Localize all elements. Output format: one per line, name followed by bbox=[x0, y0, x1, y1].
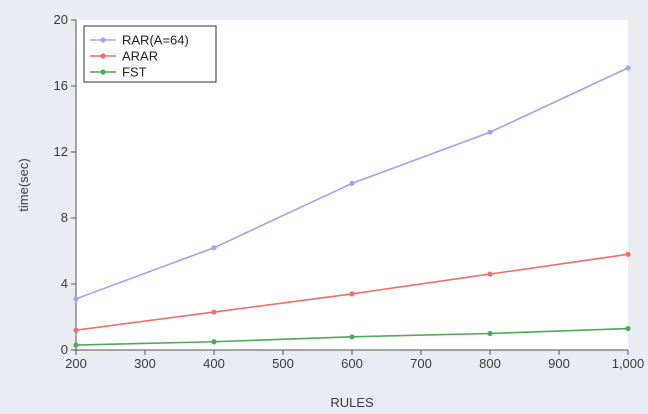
y-tick-label: 12 bbox=[54, 144, 68, 159]
data-point-rar-a-64 bbox=[349, 180, 355, 186]
legend-label-arar: ARAR bbox=[122, 49, 158, 64]
data-point-rar-a-64 bbox=[625, 65, 631, 71]
x-tick-label: 400 bbox=[203, 356, 225, 371]
y-tick-label: 20 bbox=[54, 12, 68, 27]
data-point-arar bbox=[211, 309, 217, 315]
data-point-rar-a-64 bbox=[211, 245, 217, 251]
y-tick-label: 4 bbox=[61, 276, 68, 291]
x-tick-label: 600 bbox=[341, 356, 363, 371]
x-tick-label: 500 bbox=[272, 356, 294, 371]
legend-marker-fst bbox=[100, 69, 106, 75]
y-tick-label: 0 bbox=[61, 342, 68, 357]
data-point-rar-a-64 bbox=[487, 129, 493, 135]
x-tick-label: 900 bbox=[548, 356, 570, 371]
data-point-arar bbox=[349, 291, 355, 297]
data-point-arar bbox=[487, 271, 493, 277]
y-ticks: 0 4 8 12 16 20 bbox=[54, 12, 76, 357]
x-tick-label: 1,000 bbox=[612, 356, 645, 371]
data-point-fst bbox=[625, 325, 631, 332]
data-point-arar bbox=[625, 251, 631, 257]
data-point-fst bbox=[349, 334, 355, 340]
y-tick-label: 8 bbox=[61, 210, 68, 225]
data-point-arar bbox=[73, 327, 79, 333]
data-point-rar-a-64 bbox=[73, 296, 79, 302]
data-point-fst bbox=[211, 339, 217, 345]
x-tick-label: 200 bbox=[65, 356, 87, 371]
series-layer bbox=[73, 65, 631, 348]
data-point-fst bbox=[73, 342, 79, 348]
legend-label-fst: FST bbox=[122, 65, 147, 80]
legend-marker-rar-a-64 bbox=[100, 37, 106, 43]
x-tick-label: 700 bbox=[410, 356, 432, 371]
legend-label-rar-a-64: RAR(A=64) bbox=[122, 33, 189, 48]
x-tick-label: 800 bbox=[479, 356, 501, 371]
y-tick-label: 16 bbox=[54, 78, 68, 93]
x-tick-label: 300 bbox=[134, 356, 156, 371]
x-ticks: 200 300 400 500 600 700 800 900 1,000 bbox=[65, 350, 644, 371]
data-point-fst bbox=[487, 330, 493, 337]
y-axis-label: time(sec) bbox=[16, 158, 31, 211]
x-axis-label: RULES bbox=[330, 395, 374, 410]
legend-marker-arar bbox=[100, 53, 106, 59]
